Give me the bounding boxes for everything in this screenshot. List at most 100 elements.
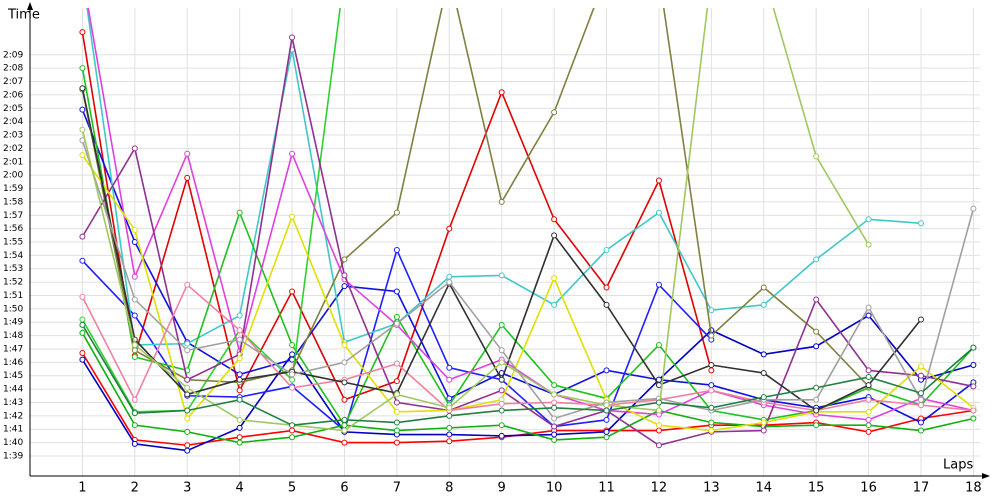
data-point — [446, 395, 453, 402]
data-point — [551, 216, 558, 223]
data-point — [498, 422, 505, 429]
data-point — [970, 407, 977, 414]
y-tick-label: 2:04 — [3, 117, 23, 127]
data-point — [551, 275, 558, 282]
data-point — [341, 396, 348, 403]
data-point — [708, 367, 715, 374]
series-line — [81, 332, 974, 444]
data-point — [131, 145, 138, 152]
y-tick-label: 1:42 — [3, 411, 23, 421]
data-point — [446, 364, 453, 371]
x-tick-label: 5 — [288, 481, 296, 496]
data-point — [603, 434, 610, 441]
data-point — [865, 428, 872, 435]
series-line — [81, 8, 341, 413]
data-point — [708, 427, 715, 434]
series-line — [81, 324, 974, 427]
data-point — [551, 404, 558, 411]
y-tick-label: 1:48 — [3, 331, 23, 341]
data-point — [498, 387, 505, 394]
data-point — [184, 376, 191, 383]
x-tick-label: 11 — [598, 481, 615, 496]
data-point — [813, 328, 820, 335]
data-point — [498, 407, 505, 414]
data-point — [917, 402, 924, 409]
y-tick-label: 1:49 — [3, 318, 23, 328]
y-tick-label: 2:07 — [3, 77, 23, 87]
y-tick-label: 1:56 — [3, 224, 23, 234]
data-point — [341, 439, 348, 446]
data-point — [184, 442, 191, 449]
x-tick-label: 1 — [78, 481, 86, 496]
data-point — [603, 367, 610, 374]
data-point — [655, 341, 662, 348]
data-point — [184, 174, 191, 181]
data-point — [655, 382, 662, 389]
y-tick-label: 1:46 — [3, 358, 23, 368]
x-tick-label: 18 — [965, 481, 982, 496]
data-point — [79, 329, 86, 336]
data-point — [393, 391, 400, 398]
x-tick-label: 8 — [445, 481, 453, 496]
data-point — [551, 399, 558, 406]
data-point — [813, 422, 820, 429]
data-point — [813, 256, 820, 263]
data-point — [813, 396, 820, 403]
data-point — [236, 355, 243, 362]
data-point — [79, 356, 86, 363]
data-point — [79, 29, 86, 36]
y-tick-label: 2:05 — [3, 104, 23, 114]
data-point — [603, 284, 610, 291]
x-tick-label: 14 — [755, 481, 772, 496]
data-point — [289, 427, 296, 434]
series-line — [81, 154, 974, 432]
data-point — [760, 419, 767, 426]
data-point — [970, 383, 977, 390]
y-tick-label: 1:55 — [3, 238, 23, 248]
series-line — [81, 8, 870, 387]
data-point — [236, 312, 243, 319]
data-point — [446, 438, 453, 445]
data-point — [79, 233, 86, 240]
x-tick-label: 16 — [860, 481, 877, 496]
data-point — [236, 439, 243, 446]
data-point — [760, 301, 767, 308]
data-point — [79, 65, 86, 72]
data-point — [708, 404, 715, 411]
y-tick-label: 1:53 — [3, 264, 23, 274]
data-point — [551, 415, 558, 422]
data-point — [184, 340, 191, 347]
x-tick-label: 15 — [808, 481, 825, 496]
data-point — [446, 225, 453, 232]
data-point — [655, 209, 662, 216]
data-point — [236, 327, 243, 334]
data-point — [446, 376, 453, 383]
data-point — [184, 281, 191, 288]
data-point — [184, 407, 191, 414]
x-tick-label: 17 — [913, 481, 930, 496]
y-tick-label: 2:09 — [3, 50, 23, 60]
data-point — [498, 89, 505, 96]
data-point — [551, 109, 558, 116]
data-point — [970, 205, 977, 212]
data-point — [446, 424, 453, 431]
data-point — [289, 434, 296, 441]
y-tick-label: 1:59 — [3, 184, 23, 194]
series-line — [81, 140, 975, 420]
data-point — [393, 320, 400, 327]
data-point — [760, 394, 767, 401]
data-point — [393, 439, 400, 446]
x-tick-label: 7 — [393, 481, 401, 496]
data-point — [184, 347, 191, 354]
y-tick-label: 1:50 — [3, 304, 23, 314]
data-point — [446, 273, 453, 280]
data-point — [865, 374, 872, 381]
plot-area — [79, 8, 977, 454]
y-axis-arrow — [27, 2, 33, 10]
data-point — [289, 150, 296, 157]
y-tick-label: 2:01 — [3, 157, 23, 167]
data-point — [551, 382, 558, 389]
x-tick-label: 2 — [131, 481, 139, 496]
data-point — [341, 272, 348, 279]
data-point — [498, 359, 505, 366]
